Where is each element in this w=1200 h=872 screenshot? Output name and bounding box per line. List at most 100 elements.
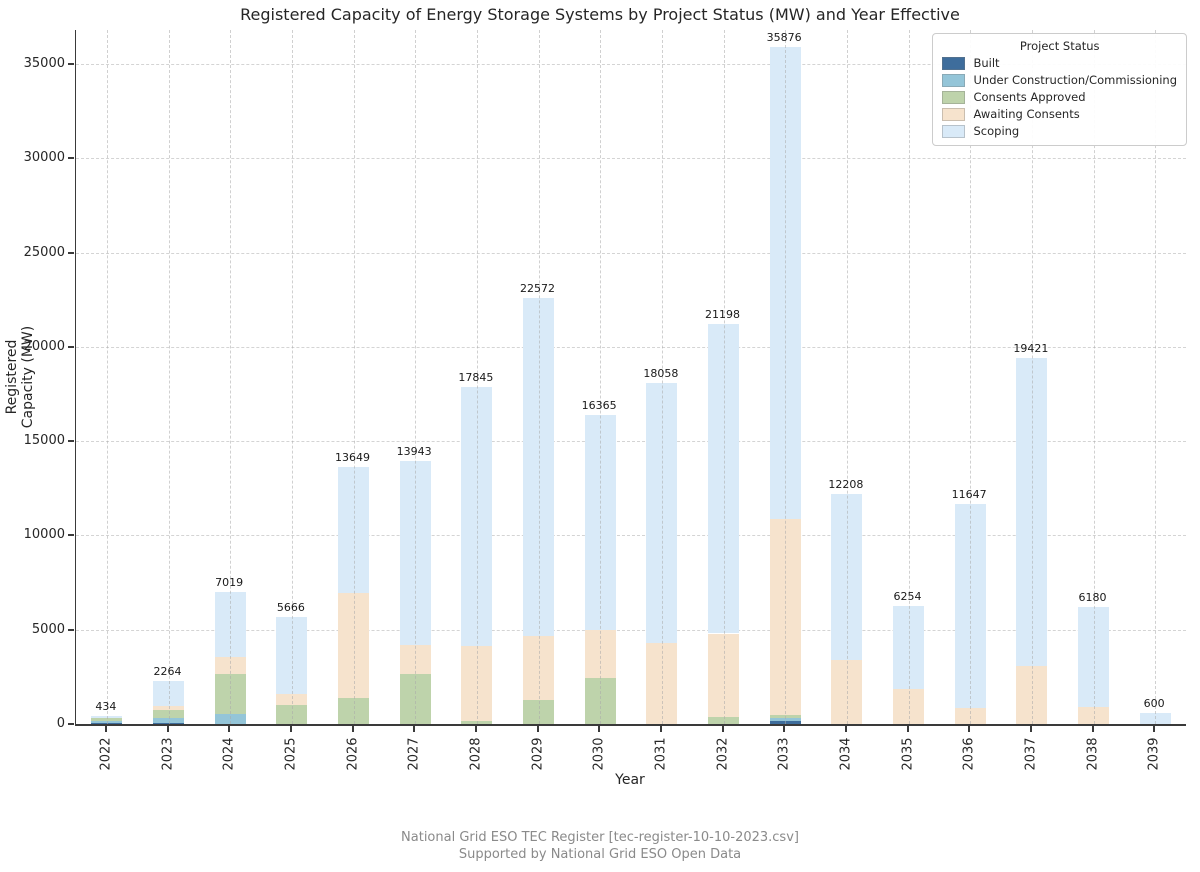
bar-total-label: 2264 <box>153 665 182 679</box>
legend-entry: Awaiting Consents <box>942 107 1177 121</box>
y-gridline <box>76 535 1186 537</box>
bar-total-label: 21198 <box>705 308 740 322</box>
bar-total-label: 6254 <box>893 590 922 604</box>
legend-entry: Consents Approved <box>942 90 1177 104</box>
legend-swatch-consents-approved <box>942 90 966 104</box>
footer-credit: Supported by National Grid ESO Open Data <box>458 847 742 862</box>
legend-entry: Under Construction/Commissioning <box>942 73 1177 87</box>
x-tick-label: 2033 <box>776 737 792 771</box>
footer-source: National Grid ESO TEC Register [tec-regi… <box>401 830 799 845</box>
x-tick-mark <box>413 726 416 732</box>
x-tick-label: 2026 <box>345 737 360 771</box>
x-tick-label: 2034 <box>838 737 854 771</box>
y-gridline <box>76 629 1186 631</box>
x-tick-mark <box>968 726 971 732</box>
x-tick-mark <box>1153 726 1156 732</box>
bar-total-label: 18058 <box>643 367 679 381</box>
x-gridline <box>846 30 848 724</box>
legend-entry: Built <box>942 56 1177 70</box>
x-tick-mark <box>721 726 724 732</box>
y-tick-mark <box>68 62 74 65</box>
y-tick-mark <box>68 251 74 254</box>
x-gridline <box>230 30 232 724</box>
x-tick-label: 2032 <box>715 737 730 771</box>
legend-swatch-under-construction-commissioning <box>942 73 966 87</box>
x-tick-mark <box>598 726 601 732</box>
bar-total-label: 6180 <box>1078 591 1107 605</box>
legend-swatch-scoping <box>942 124 966 138</box>
y-tick-label: 0 <box>56 716 65 731</box>
y-tick-label: 35000 <box>23 55 65 71</box>
x-tick-mark <box>166 726 169 732</box>
x-tick-mark <box>289 726 292 732</box>
bar-total-label: 16365 <box>581 399 617 413</box>
bar-total-label: 5666 <box>276 601 305 615</box>
x-tick-label: 2037 <box>1023 737 1039 771</box>
y-tick-mark <box>68 345 74 348</box>
x-tick-mark <box>659 726 662 732</box>
x-tick-label: 2023 <box>160 737 175 771</box>
x-tick-mark <box>536 726 539 732</box>
x-gridline <box>1093 30 1095 724</box>
y-tick-mark <box>68 723 74 725</box>
x-tick-label: 2027 <box>406 737 422 771</box>
y-tick-mark <box>68 440 74 443</box>
x-gridline <box>723 30 725 724</box>
y-gridline <box>76 346 1186 348</box>
y-tick-label: 30000 <box>23 150 65 166</box>
bar-total-label: 434 <box>95 699 117 713</box>
legend-entry-label: Scoping <box>973 124 1020 138</box>
y-gridline <box>76 252 1186 254</box>
x-axis-label: Year <box>615 772 645 788</box>
x-gridline <box>600 30 602 724</box>
x-tick-mark <box>1091 726 1094 732</box>
x-gridline <box>538 30 540 724</box>
y-gridline <box>76 441 1186 443</box>
y-tick-label: 20000 <box>23 338 65 354</box>
x-tick-label: 2024 <box>221 737 237 771</box>
x-tick-label: 2036 <box>961 737 977 771</box>
bar-total-label: 17845 <box>458 371 494 385</box>
x-tick-label: 2038 <box>1085 737 1100 771</box>
legend: Project Status Built Under Construction/C… <box>932 33 1187 146</box>
bar-total-label: 600 <box>1143 696 1165 710</box>
bar-total-label: 12208 <box>828 477 864 491</box>
x-gridline <box>476 30 478 724</box>
bar-total-label: 13649 <box>335 450 370 464</box>
x-gridline <box>785 30 787 724</box>
legend-swatch-awaiting-consents <box>942 107 966 121</box>
legend-entry-label: Under Construction/Commissioning <box>973 73 1177 87</box>
plot-area <box>75 30 1186 726</box>
bar-total-label: 7019 <box>215 575 244 589</box>
bar-total-label: 13943 <box>396 445 432 459</box>
x-tick-mark <box>906 726 909 732</box>
x-gridline <box>415 30 417 724</box>
bar-total-label: 19421 <box>1013 341 1049 355</box>
x-gridline <box>353 30 355 724</box>
x-gridline <box>661 30 663 724</box>
x-gridline <box>970 30 972 724</box>
bar-total-label: 35876 <box>766 31 802 45</box>
x-gridline <box>291 30 293 724</box>
x-gridline <box>106 30 108 724</box>
y-tick-mark <box>68 534 74 537</box>
x-gridline <box>1031 30 1033 724</box>
y-tick-label: 10000 <box>23 527 65 543</box>
x-tick-mark <box>351 726 354 732</box>
x-tick-mark <box>783 726 786 732</box>
y-gridline <box>76 158 1186 160</box>
legend-swatch-built <box>942 56 966 70</box>
legend-entry: Scoping <box>942 124 1177 138</box>
y-tick-label: 15000 <box>23 433 65 449</box>
x-tick-mark <box>228 726 231 732</box>
y-gridline <box>76 63 1186 65</box>
x-tick-label: 2035 <box>900 737 915 771</box>
x-gridline <box>908 30 910 724</box>
x-tick-label: 2039 <box>1146 737 1162 771</box>
y-tick-label: 25000 <box>23 244 65 260</box>
y-tick-mark <box>68 628 74 631</box>
x-tick-mark <box>474 726 477 732</box>
x-gridline <box>168 30 170 724</box>
x-gridline <box>1155 30 1157 724</box>
